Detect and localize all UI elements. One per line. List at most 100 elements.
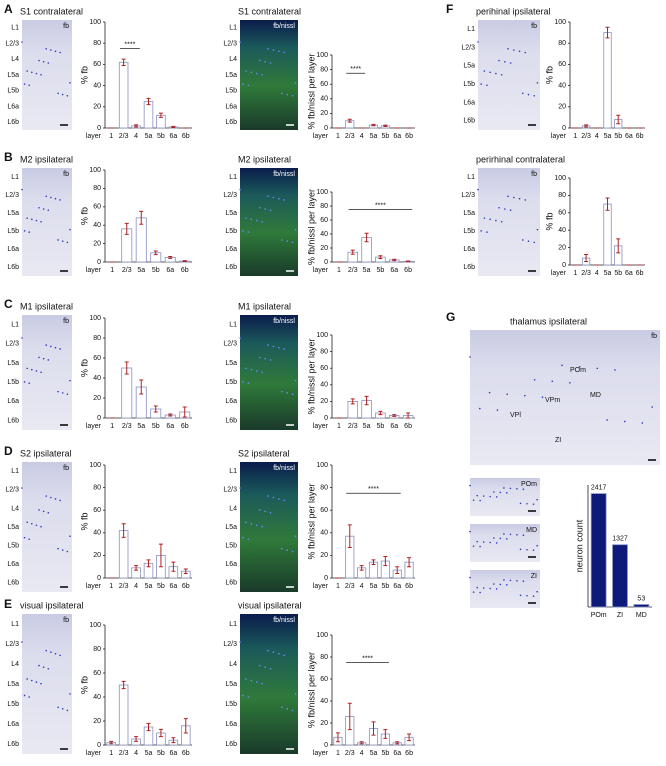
error-bar: [183, 568, 188, 574]
layer-label: L6a: [225, 103, 237, 110]
labelled-cell: [518, 197, 521, 200]
layer-label: L6a: [7, 561, 19, 568]
labelled-cell: [536, 590, 538, 593]
labelled-cell: [641, 422, 644, 424]
x-tick-label: 5b: [157, 750, 165, 757]
labelled-cell: [59, 654, 61, 657]
layer-label: L6a: [463, 99, 475, 106]
labelled-cell: [242, 694, 244, 697]
error-bar: [371, 559, 376, 565]
error-bar: [158, 728, 163, 738]
error-bar: [383, 729, 388, 739]
labelled-cell: [261, 371, 263, 374]
layer-label: L5a: [225, 681, 237, 688]
labelled-cell: [40, 682, 42, 685]
labelled-cell: [26, 367, 28, 370]
error-bar: [407, 733, 412, 742]
y-tick-label: 60: [320, 676, 328, 683]
labelled-cell: [61, 93, 64, 96]
labelled-cell: [518, 50, 521, 53]
labelled-cell: [45, 649, 48, 652]
micrograph: [22, 614, 72, 754]
layer-label: L2/3: [5, 40, 19, 47]
labelled-cell: [623, 420, 626, 423]
x-tick-label: 6b: [404, 423, 412, 430]
labelled-cell: [50, 496, 52, 499]
labelled-cell: [283, 499, 286, 502]
layer-label: L6b: [7, 580, 19, 587]
layer-label: L1: [229, 321, 237, 328]
image-title: M2 ipsilateral: [20, 154, 73, 164]
labelled-cell: [522, 580, 525, 583]
labelled-cell: [294, 693, 297, 695]
error-bar: [153, 250, 158, 256]
labelled-cell: [278, 652, 280, 655]
labelled-cell: [69, 693, 71, 695]
labelled-cell: [482, 495, 485, 497]
y-tick-label: 100: [554, 19, 566, 26]
labelled-cell: [536, 498, 538, 501]
labelled-cell: [526, 594, 528, 597]
labelled-cell: [483, 70, 486, 72]
labelled-cell: [606, 419, 608, 421]
x-tick-label: 5a: [370, 583, 378, 590]
layer-label: L1: [11, 468, 19, 475]
y-tick-label: 0: [324, 259, 328, 266]
labelled-cell: [272, 496, 275, 499]
micrograph: [240, 614, 298, 754]
micrograph: [470, 570, 540, 608]
panel-letter: A: [4, 2, 13, 16]
labelled-cell: [281, 239, 283, 241]
layer-label: L2/3: [461, 44, 475, 51]
labelled-cell: [498, 207, 500, 209]
y-tick-label: 60: [558, 210, 566, 217]
x-tick-label: 5a: [137, 423, 145, 430]
x-tick-label: 6a: [169, 133, 177, 140]
labelled-cell: [281, 547, 283, 550]
labelled-cell: [509, 487, 512, 490]
labelled-cell: [23, 83, 26, 85]
x-tick-label: 4: [595, 133, 599, 140]
image-title: visual ipsilateral: [20, 600, 84, 610]
y-tick-label: 80: [320, 203, 328, 210]
layer-label: L2/3: [5, 341, 19, 348]
x-tick-label: 5a: [137, 267, 145, 274]
error-bar: [392, 258, 397, 262]
layer-label: L6b: [7, 264, 19, 271]
labelled-cell: [569, 381, 571, 384]
x-tick-label: 5b: [377, 267, 385, 274]
labelled-cell: [250, 522, 253, 525]
layer-label: L5a: [7, 72, 19, 79]
labelled-cell: [498, 59, 500, 62]
error-bar: [350, 398, 355, 405]
labelled-cell: [495, 496, 498, 498]
error-bar: [134, 565, 139, 571]
labelled-cell: [47, 359, 50, 361]
y-tick-label: 80: [93, 484, 101, 491]
error-bar: [121, 680, 126, 690]
image-tag: fb: [63, 465, 69, 472]
labelled-cell: [245, 70, 247, 72]
x-tick-label: 5a: [145, 133, 153, 140]
error-bar: [371, 721, 376, 736]
labelled-cell: [521, 239, 524, 241]
y-tick-label: 60: [320, 81, 328, 88]
layer-label: L5b: [7, 228, 19, 235]
labelled-cell: [245, 217, 247, 219]
image-title: M2 ipsilateral: [238, 154, 291, 164]
labelled-cell: [28, 84, 31, 87]
error-bar: [359, 565, 364, 571]
bar: [118, 684, 129, 746]
x-tick-label: 1: [336, 750, 340, 757]
x-axis-label: layer: [86, 133, 102, 140]
labelled-cell: [21, 337, 23, 339]
labelled-cell: [283, 199, 286, 201]
layer-label: L6a: [225, 721, 237, 728]
x-tick-label: POm: [591, 612, 607, 619]
x-tick-label: 5b: [614, 133, 622, 140]
y-tick-label: 100: [316, 189, 328, 196]
x-tick-label: 5b: [381, 583, 389, 590]
x-tick-label: 1: [573, 133, 577, 140]
labelled-cell: [503, 579, 505, 581]
